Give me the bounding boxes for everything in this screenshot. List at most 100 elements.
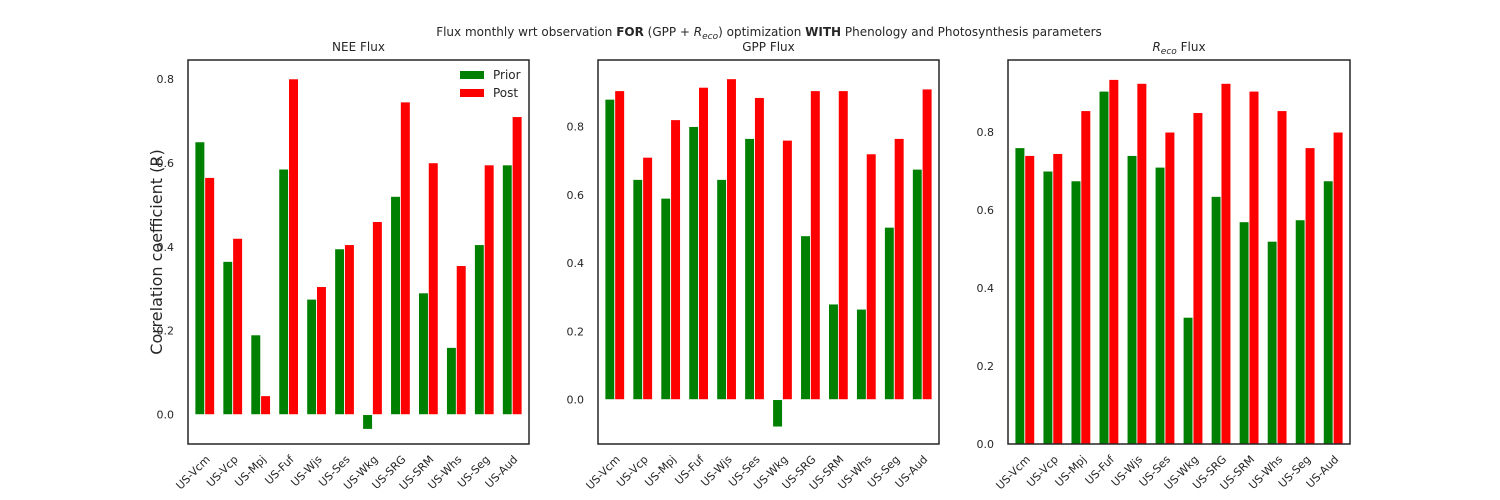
prior-bar-us-ses xyxy=(1154,166,1166,445)
subplot-title: NEE Flux xyxy=(332,40,385,54)
prior-legend-label: Prior xyxy=(493,68,521,82)
prior-bar-us-mpj xyxy=(660,197,672,401)
prior-bar-us-srm xyxy=(1238,221,1250,445)
figure-title: Flux monthly wrt observation FOR (GPP + … xyxy=(436,25,1102,42)
prior-bar-us-mpj xyxy=(250,334,262,416)
post-bar-us-srg xyxy=(1220,82,1232,445)
prior-bar-us-vcm xyxy=(1014,147,1026,445)
title-part: ) optimization xyxy=(718,25,805,39)
post-bar-us-srg xyxy=(400,101,411,416)
y-tick-label: 0.6 xyxy=(977,204,995,217)
prior-bar-us-aud xyxy=(502,164,513,416)
y-tick-label: 0.2 xyxy=(977,360,995,373)
post-legend-swatch xyxy=(460,89,484,97)
prior-bar-us-fuf xyxy=(688,126,700,401)
post-bar-us-wjs xyxy=(316,286,327,416)
y-tick-label: 0.4 xyxy=(157,241,175,254)
post-bar-us-fuf xyxy=(1108,79,1120,445)
legend: Prior Post xyxy=(460,68,521,100)
post-bar-us-vcp xyxy=(232,237,243,416)
x-tick-label-us-vcm: US-Vcm xyxy=(584,453,623,492)
post-bar-us-vcp xyxy=(642,156,653,401)
post-bar-us-wkg xyxy=(1192,112,1204,445)
prior-bar-us-aud xyxy=(912,168,923,401)
x-tick-label-us-vcm: US-Vcm xyxy=(994,453,1033,492)
post-bar-us-whs xyxy=(865,153,877,401)
post-bar-us-ses xyxy=(344,244,355,416)
y-tick-label: 0.4 xyxy=(567,257,585,270)
y-tick-label: 0.0 xyxy=(977,438,995,451)
y-tick-label: 0.8 xyxy=(567,121,585,134)
post-bar-us-seg xyxy=(483,164,495,416)
prior-bar-us-wjs xyxy=(1126,155,1138,445)
prior-bar-us-srg xyxy=(1210,196,1222,445)
prior-bar-us-fuf xyxy=(278,168,290,416)
prior-bar-us-mpj xyxy=(1070,180,1082,445)
axes-frame xyxy=(1007,59,1351,445)
title-part: R xyxy=(1152,40,1160,54)
prior-bar-us-whs xyxy=(446,347,457,416)
prior-bar-us-wkg xyxy=(1182,316,1194,445)
post-bar-us-seg xyxy=(893,138,905,401)
title-part: eco xyxy=(702,32,718,42)
title-part: R xyxy=(694,25,702,39)
post-bar-us-srm xyxy=(837,90,849,401)
post-bar-us-whs xyxy=(455,265,467,416)
x-tick-label-us-mpj: US-Mpj xyxy=(642,453,678,489)
title-part: Flux monthly wrt observation xyxy=(436,25,616,39)
subplots: NEE Flux0.00.20.40.60.8US-VcmUS-VcpUS-Mp… xyxy=(157,40,1351,493)
subplot-title: GPP Flux xyxy=(742,40,795,54)
title-part: Phenology and Photosynthesis parameters xyxy=(841,25,1102,39)
x-tick-label-us-vcm: US-Vcm xyxy=(174,453,213,492)
y-tick-label: 0.0 xyxy=(567,394,585,407)
prior-bar-us-srg xyxy=(800,235,811,401)
prior-bar-us-wjs xyxy=(716,179,727,401)
post-legend-label: Post xyxy=(493,86,518,100)
prior-bar-us-ses xyxy=(744,138,755,401)
post-bar-us-vcm xyxy=(614,90,625,401)
post-bar-us-wkg xyxy=(782,139,793,401)
y-tick-label: 0.8 xyxy=(977,126,995,139)
prior-bar-us-srm xyxy=(418,292,429,416)
prior-bar-us-seg xyxy=(1294,219,1306,445)
y-tick-label: 0.4 xyxy=(977,282,995,295)
post-bar-us-vcp xyxy=(1052,153,1064,445)
y-axis-label: Correlation coefficient (R) xyxy=(147,149,166,354)
prior-bar-us-vcp xyxy=(632,179,644,401)
y-tick-label: 0.6 xyxy=(567,189,585,202)
prior-bar-us-wkg xyxy=(772,399,783,428)
y-tick-label: 0.2 xyxy=(157,325,175,338)
title-part: (GPP + xyxy=(644,25,694,39)
title-part: Flux xyxy=(1177,40,1206,54)
axes-frame xyxy=(187,59,530,445)
prior-bar-us-vcm xyxy=(604,98,616,401)
title-part: FOR xyxy=(616,25,644,39)
prior-bar-us-whs xyxy=(856,308,867,401)
post-bar-us-srm xyxy=(1248,90,1260,445)
y-tick-label: 0.8 xyxy=(157,73,175,86)
axes-frame xyxy=(597,59,940,445)
subplot-title: Reco Flux xyxy=(1152,40,1205,57)
post-bar-us-mpj xyxy=(260,395,271,416)
prior-bar-us-srm xyxy=(828,303,839,401)
subplot-1: NEE Flux0.00.20.40.60.8US-VcmUS-VcpUS-Mp… xyxy=(157,40,530,493)
prior-bar-us-vcp xyxy=(1042,170,1054,445)
prior-bar-us-vcm xyxy=(194,141,206,416)
post-bar-us-mpj xyxy=(670,119,681,401)
post-bar-us-srg xyxy=(810,90,821,401)
prior-bar-us-wjs xyxy=(306,298,317,416)
post-bar-us-srm xyxy=(427,162,439,416)
post-bar-us-mpj xyxy=(1080,110,1092,445)
post-bar-us-vcm xyxy=(204,177,215,416)
prior-bar-us-ses xyxy=(334,248,345,416)
prior-bar-us-seg xyxy=(884,226,895,401)
post-bar-us-aud xyxy=(511,116,523,416)
post-bar-us-seg xyxy=(1304,147,1316,445)
post-bar-us-whs xyxy=(1276,110,1288,445)
prior-bar-us-vcp xyxy=(222,261,234,416)
prior-bar-us-srg xyxy=(390,195,401,416)
y-tick-label: 0.6 xyxy=(157,157,175,170)
prior-bar-us-whs xyxy=(1266,240,1278,445)
prior-bar-us-aud xyxy=(1322,180,1334,445)
